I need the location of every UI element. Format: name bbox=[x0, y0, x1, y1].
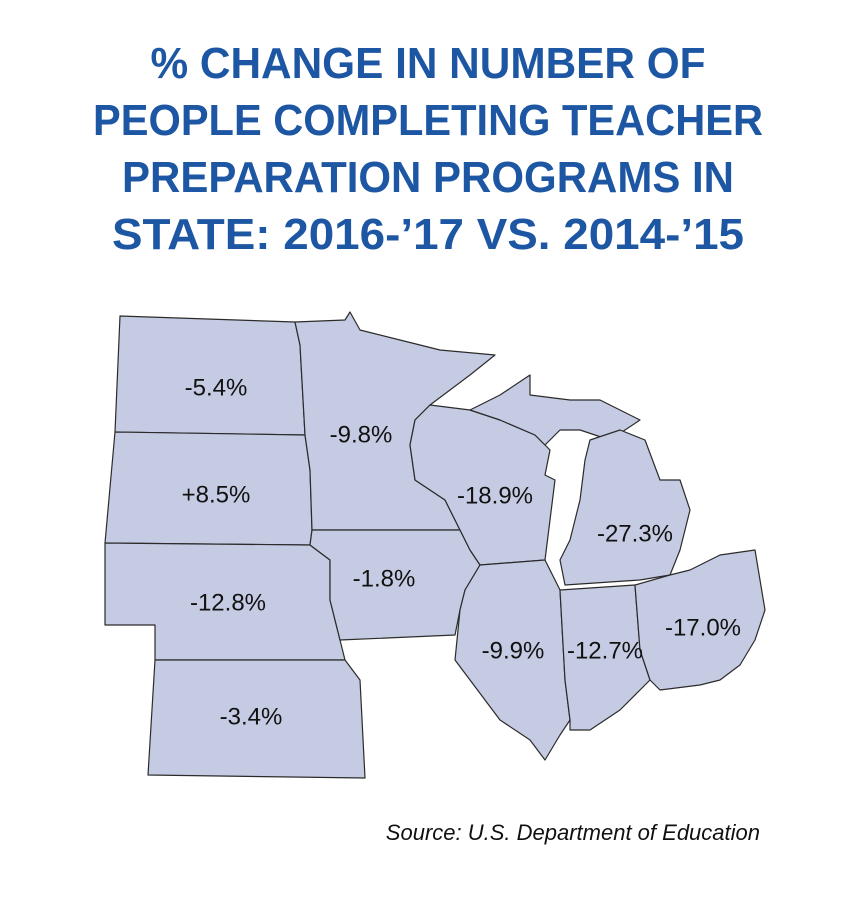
state-label: -5.4% bbox=[185, 374, 248, 401]
state-label: -3.4% bbox=[220, 703, 283, 730]
state-ks bbox=[147, 659, 366, 779]
state-mi-upper bbox=[469, 374, 641, 446]
state-label: -18.9% bbox=[457, 482, 533, 509]
state-labels: -5.4% +8.5% -12.8% -3.4% -9.8% -1.8% -18… bbox=[182, 374, 741, 730]
state-mi-lower bbox=[559, 429, 691, 586]
title-block: % CHANGE IN NUMBER OF PEOPLE COMPLETING … bbox=[93, 39, 763, 259]
state-label: -1.8% bbox=[353, 565, 416, 592]
title-line: % CHANGE IN NUMBER OF bbox=[151, 39, 706, 88]
state-oh bbox=[634, 549, 766, 691]
state-label: -12.8% bbox=[190, 589, 266, 616]
state-label: -9.9% bbox=[482, 637, 545, 664]
state-label: -12.7% bbox=[567, 637, 643, 664]
state-label: +8.5% bbox=[182, 481, 251, 508]
source-note: Source: U.S. Department of Education bbox=[386, 820, 760, 845]
title-line: PEOPLE COMPLETING TEACHER bbox=[93, 96, 763, 145]
state-label: -17.0% bbox=[665, 614, 741, 641]
state-label: -9.8% bbox=[330, 421, 393, 448]
states bbox=[104, 311, 766, 779]
title-line: STATE: 2016-’17 VS. 2014-’15 bbox=[112, 210, 744, 259]
state-label: -27.3% bbox=[597, 520, 673, 547]
title-line: PREPARATION PROGRAMS IN bbox=[122, 153, 734, 202]
